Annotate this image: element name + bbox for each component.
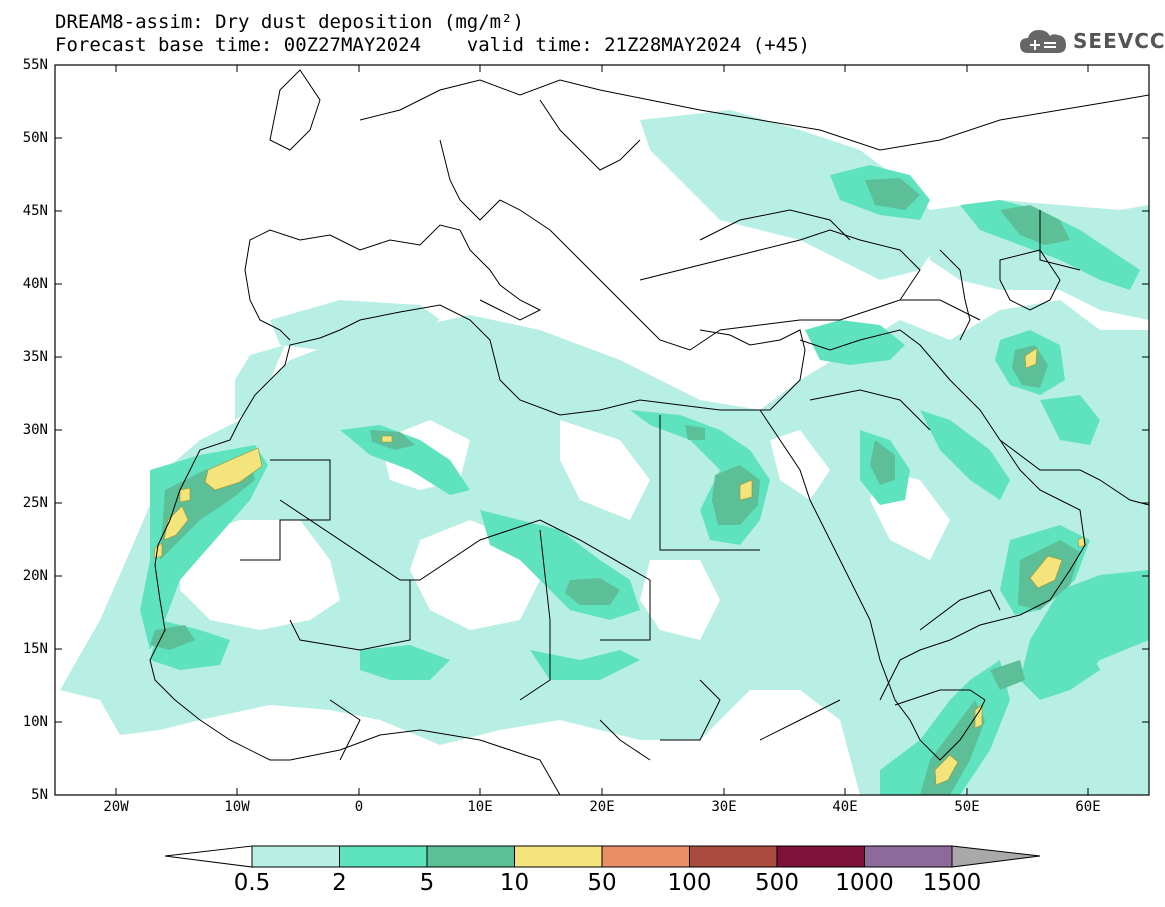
colorbar-label: 5: [419, 870, 435, 896]
logo-text: SEEVCCC: [1073, 29, 1165, 53]
lon-label: 60E: [1075, 799, 1101, 815]
lat-label: 55N: [22, 57, 48, 73]
colorbar-label: 10: [499, 870, 530, 896]
lat-ticks: [55, 64, 1149, 796]
colorbar-label: 50: [587, 870, 617, 896]
colorbar-label: 2: [332, 870, 347, 896]
lat-label: 30N: [22, 422, 48, 438]
deposition-field: [60, 69, 1149, 795]
colorbar-label: 1500: [922, 870, 982, 896]
lon-label: 30E: [711, 799, 737, 815]
colorbar-label: 500: [755, 870, 799, 896]
lon-label: 20W: [103, 799, 129, 815]
lat-label: 10N: [22, 714, 48, 730]
lon-label: 40E: [832, 799, 858, 815]
lat-label: 20N: [22, 568, 48, 584]
lat-label: 5N: [31, 787, 48, 803]
lat-label: 40N: [22, 276, 48, 292]
lat-label: 25N: [22, 495, 48, 511]
lon-label: 10E: [467, 799, 493, 815]
seevccc-logo: SEEVCCC: [1018, 25, 1165, 57]
colorbar-label: 0.5: [233, 870, 271, 896]
lon-label: 10W: [224, 799, 250, 815]
lon-label: 50E: [954, 799, 980, 815]
lat-label: 50N: [22, 130, 48, 146]
deposition-yellow: [153, 347, 1087, 786]
lon-ticks: [115, 65, 1089, 795]
coastlines-borders: [149, 69, 1149, 795]
cloud-icon: [1020, 30, 1066, 53]
lon-label: 0: [354, 799, 364, 815]
colorbar-label: 100: [667, 870, 712, 896]
lat-label: 45N: [22, 203, 48, 219]
lon-label: 20E: [589, 799, 615, 815]
lat-label: 15N: [22, 641, 48, 657]
colorbar-label: 1000: [835, 870, 894, 896]
lat-label: 35N: [22, 349, 48, 365]
map-title: DREAM8-assim: Dry dust deposition (mg/m²…: [55, 11, 524, 33]
deposition-white-gaps: [180, 420, 950, 640]
map-subtitle-times: Forecast base time: 00Z27MAY2024 valid t…: [55, 34, 810, 56]
